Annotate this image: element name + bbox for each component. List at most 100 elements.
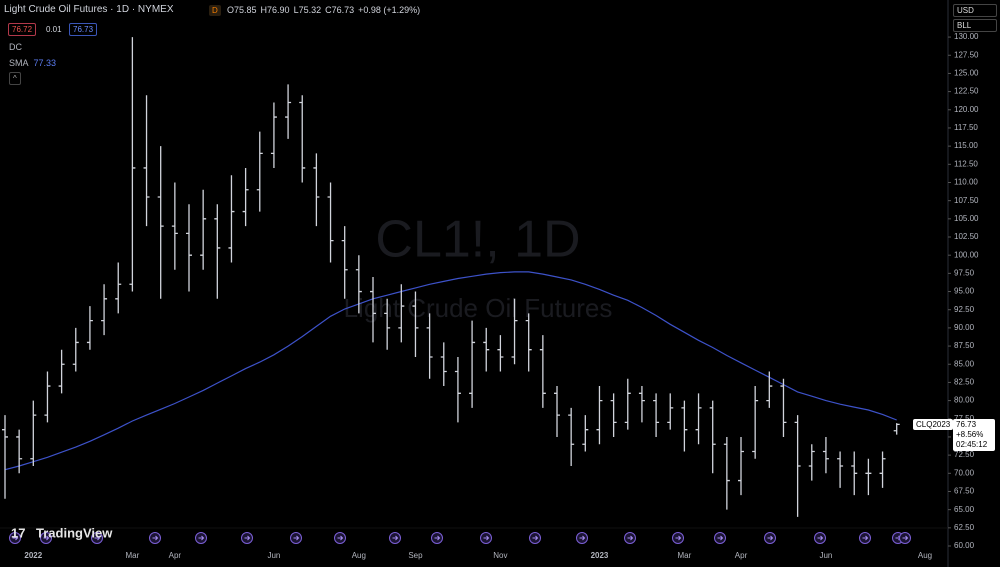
ohlc-bar xyxy=(285,84,292,139)
event-icon-arrow xyxy=(902,535,909,541)
ohlc-bar xyxy=(752,386,759,459)
ohlc-bar xyxy=(610,393,617,437)
title: Light Crude Oil Futures · 1D · NYMEX xyxy=(4,4,174,15)
event-icon-arrow xyxy=(152,535,159,541)
ohlc-bar xyxy=(794,415,801,517)
ohlc-bar xyxy=(355,255,362,314)
ohlc-bar xyxy=(101,284,108,336)
ohlc-bar xyxy=(341,226,348,299)
event-icon-arrow xyxy=(337,535,344,541)
sma-value: 77.33 xyxy=(33,58,57,68)
ohlc-bar xyxy=(483,327,490,372)
y-tick-label: 122.50 xyxy=(954,87,979,96)
event-icon-arrow xyxy=(579,535,586,541)
indicator-sma[interactable]: SMA 77.33 xyxy=(9,58,56,68)
ohlc-bar xyxy=(72,327,79,372)
indicator-dc[interactable]: DC xyxy=(9,42,22,52)
ohlc-bar xyxy=(879,451,886,488)
currency[interactable]: USD xyxy=(953,4,997,17)
ohlc-bar xyxy=(638,386,645,423)
ohlc-bar xyxy=(766,371,773,408)
y-tick-label: 125.00 xyxy=(954,69,979,78)
event-icon-arrow xyxy=(627,535,634,541)
x-tick-label: Aug xyxy=(918,551,932,560)
event-icon-arrow xyxy=(392,535,399,541)
ohlc-bar xyxy=(695,393,702,445)
watermark-sub: Light Crude Oil Futures xyxy=(344,293,613,323)
ohlc-value: C76.73 xyxy=(325,5,355,15)
ohlc-readout: O75.85 H76.90 L75.32 C76.73 +0.98 (+1.29%) xyxy=(227,5,424,15)
x-tick-label: Apr xyxy=(735,551,748,560)
x-tick-label: 2023 xyxy=(591,551,609,560)
y-tick-label: 85.00 xyxy=(954,359,975,368)
ask[interactable]: 76.73 xyxy=(69,23,98,36)
event-icon-arrow xyxy=(767,535,774,541)
ohlc-bar xyxy=(681,400,688,452)
last-price: 76.73 xyxy=(956,420,977,429)
sma-line xyxy=(4,271,897,471)
ohlc-bar xyxy=(384,298,391,350)
ohlc-bar xyxy=(228,175,235,263)
ohlc-bar xyxy=(723,436,730,510)
ohlc-bar xyxy=(525,313,532,372)
ohlc-bar xyxy=(780,378,787,437)
ohlc-bar xyxy=(200,189,207,270)
y-tick-label: 82.50 xyxy=(954,378,975,387)
ohlc-bar xyxy=(129,37,136,292)
ohlc-bar xyxy=(709,400,716,474)
x-tick-label: Mar xyxy=(678,551,692,560)
ohlc-value: L75.32 xyxy=(293,5,322,15)
ohlc-bar xyxy=(837,451,844,488)
event-icon-arrow xyxy=(675,535,682,541)
x-tick-label: Nov xyxy=(493,551,507,560)
ohlc-bar xyxy=(511,298,518,365)
ohlc-bar xyxy=(808,444,815,481)
ohlc-bar xyxy=(157,146,164,299)
interval-badge: D xyxy=(209,5,221,16)
x-tick-label: Mar xyxy=(125,551,139,560)
event-icon-arrow xyxy=(532,535,539,541)
bid[interactable]: 76.72 xyxy=(8,23,37,36)
y-tick-label: 97.50 xyxy=(954,268,975,277)
y-tick-label: 105.00 xyxy=(954,214,979,223)
ohlc-bar xyxy=(865,458,872,496)
ohlc-bar xyxy=(58,349,65,394)
ohlc-bar xyxy=(822,436,829,474)
x-tick-label: Apr xyxy=(169,551,182,560)
ohlc-bar xyxy=(270,102,277,168)
ohlc-value: +0.98 (+1.29%) xyxy=(358,5,421,15)
ohlc-bar xyxy=(893,423,900,435)
y-tick-label: 62.50 xyxy=(954,523,975,532)
y-tick-label: 67.50 xyxy=(954,487,975,496)
y-tick-label: 80.00 xyxy=(954,396,975,405)
ohlc-value: H76.90 xyxy=(260,5,290,15)
y-tick-label: 110.00 xyxy=(954,178,978,187)
ohlc-bar xyxy=(426,313,433,379)
symbol-title: Light Crude Oil Futures · 1D · NYMEX xyxy=(4,4,174,15)
event-icon-arrow xyxy=(483,535,490,541)
y-tick-label: 100.00 xyxy=(954,250,979,259)
brand-logo: 17 xyxy=(11,525,25,540)
ohlc-value: O75.85 xyxy=(227,5,257,15)
event-icon-arrow xyxy=(12,535,19,541)
change: +8.56% xyxy=(956,430,984,439)
y-tick-label: 65.00 xyxy=(954,505,975,514)
collapse-button[interactable]: ^ xyxy=(9,72,21,85)
ohlc-bar xyxy=(143,95,150,227)
countdown: 02:45:12 xyxy=(956,440,988,449)
ohlc-bar xyxy=(327,182,334,263)
y-tick-label: 115.00 xyxy=(954,141,978,150)
y-tick-label: 112.50 xyxy=(954,159,978,168)
y-tick-label: 77.50 xyxy=(954,414,975,423)
event-icon-arrow xyxy=(198,535,205,541)
ohlc-bar xyxy=(738,436,745,496)
spread: 0.01 xyxy=(46,25,62,34)
ohlc-bar xyxy=(582,415,589,452)
y-tick-label: 127.50 xyxy=(954,50,979,59)
unit[interactable]: BLL xyxy=(953,19,997,32)
x-tick-label: Sep xyxy=(408,551,423,560)
ohlc-bar xyxy=(398,284,405,343)
y-tick-label: 90.00 xyxy=(954,323,975,332)
